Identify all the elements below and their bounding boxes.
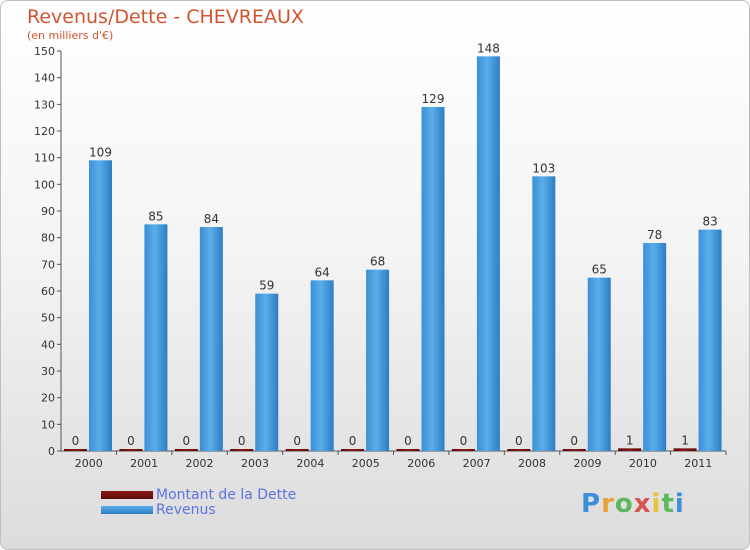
y-tick-label: 30 — [41, 365, 55, 378]
data-label-revenus-2007: 148 — [477, 41, 500, 55]
data-label-revenus-2009: 65 — [592, 263, 607, 277]
y-tick-label: 80 — [41, 232, 55, 245]
bar-revenus-2006 — [421, 107, 445, 451]
legend-swatch-debt — [101, 490, 153, 499]
x-tick-label: 2009 — [573, 457, 601, 470]
y-tick-label: 130 — [34, 98, 55, 111]
y-tick-label: 110 — [34, 152, 55, 165]
bar-debt-2006 — [396, 449, 420, 451]
data-label-debt-2008: 0 — [515, 434, 523, 448]
data-label-debt-2004: 0 — [293, 434, 301, 448]
chart-legend: Montant de la Dette Revenus — [101, 486, 297, 518]
bar-debt-2002 — [174, 449, 198, 451]
data-label-debt-2011: 1 — [681, 433, 689, 447]
x-tick-label: 2008 — [518, 457, 546, 470]
legend-item-debt: Montant de la Dette — [101, 486, 297, 503]
x-tick-label: 2001 — [130, 457, 158, 470]
data-label-revenus-2000: 109 — [89, 145, 112, 159]
data-label-debt-2007: 0 — [460, 434, 468, 448]
bar-debt-2001 — [119, 449, 143, 451]
chart-title: Revenus/Dette - CHEVREAUX — [27, 6, 304, 28]
data-label-debt-2010: 1 — [626, 433, 634, 447]
data-label-debt-2002: 0 — [183, 434, 191, 448]
data-label-debt-2009: 0 — [570, 434, 578, 448]
data-label-revenus-2001: 85 — [148, 209, 163, 223]
x-tick-label: 2004 — [296, 457, 324, 470]
bar-revenus-2003 — [255, 293, 279, 451]
proxiti-logo: Proxiti — [581, 489, 685, 519]
x-tick-label: 2005 — [352, 457, 380, 470]
y-tick-label: 100 — [34, 178, 55, 191]
y-tick-label: 20 — [41, 392, 55, 405]
data-label-revenus-2006: 129 — [422, 92, 445, 106]
y-tick-label: 60 — [41, 285, 55, 298]
bar-revenus-2001 — [144, 224, 168, 451]
y-tick-label: 10 — [41, 418, 55, 431]
legend-label-revenus: Revenus — [156, 501, 216, 518]
data-label-revenus-2008: 103 — [532, 161, 555, 175]
data-label-revenus-2004: 64 — [315, 265, 330, 279]
bar-revenus-2002 — [199, 227, 223, 451]
bar-debt-2007 — [451, 449, 475, 451]
chart-subtitle: (en milliers d'€) — [27, 29, 114, 42]
bar-revenus-2011 — [698, 229, 722, 451]
bar-debt-2003 — [230, 449, 254, 451]
bar-revenus-2007 — [476, 56, 500, 451]
bar-revenus-2009 — [587, 277, 611, 451]
x-tick-label: 2006 — [407, 457, 435, 470]
legend-item-revenus: Revenus — [101, 501, 296, 518]
bar-debt-2010 — [618, 448, 642, 451]
bar-revenus-2010 — [643, 243, 667, 451]
bar-revenus-2004 — [310, 280, 334, 451]
logo-letter: P — [581, 489, 602, 519]
y-tick-label: 50 — [41, 312, 55, 325]
x-tick-label: 2011 — [684, 457, 712, 470]
x-tick-label: 2003 — [241, 457, 269, 470]
bar-debt-2008 — [507, 449, 531, 451]
y-tick-label: 70 — [41, 258, 55, 271]
x-tick-label: 2002 — [186, 457, 214, 470]
logo-letter: i — [674, 489, 685, 519]
x-tick-label: 2000 — [75, 457, 103, 470]
data-label-debt-2006: 0 — [404, 434, 412, 448]
y-tick-label: 90 — [41, 205, 55, 218]
bar-revenus-2005 — [366, 269, 390, 451]
logo-letter: r — [601, 489, 615, 519]
logo-letter: t — [661, 489, 675, 519]
data-label-debt-2000: 0 — [72, 434, 80, 448]
x-tick-label: 2007 — [463, 457, 491, 470]
bar-debt-2000 — [64, 449, 87, 451]
data-label-debt-2003: 0 — [238, 434, 246, 448]
y-tick-label: 120 — [34, 125, 55, 138]
legend-label-debt: Montant de la Dette — [156, 486, 297, 503]
y-tick-label: 40 — [41, 338, 55, 351]
bar-debt-2005 — [341, 449, 365, 451]
y-tick-label: 140 — [34, 72, 55, 85]
data-label-revenus-2003: 59 — [259, 279, 274, 293]
bar-debt-2009 — [562, 449, 586, 451]
logo-letter: o — [614, 489, 634, 519]
data-label-revenus-2010: 78 — [647, 228, 662, 242]
legend-swatch-revenus — [101, 505, 153, 514]
y-tick-label: 0 — [48, 445, 55, 458]
data-label-debt-2001: 0 — [127, 434, 135, 448]
x-tick-label: 2010 — [629, 457, 657, 470]
data-label-debt-2005: 0 — [349, 434, 357, 448]
bar-debt-2004 — [285, 449, 309, 451]
y-tick-label: 150 — [34, 45, 55, 58]
data-label-revenus-2005: 68 — [370, 255, 385, 269]
logo-letter: x — [633, 489, 652, 519]
data-label-revenus-2002: 84 — [204, 212, 219, 226]
bar-revenus-2000 — [89, 160, 112, 452]
data-label-revenus-2011: 83 — [702, 215, 717, 229]
logo-letter: i — [651, 489, 662, 519]
bar-revenus-2008 — [532, 176, 556, 452]
bar-debt-2011 — [673, 448, 697, 451]
